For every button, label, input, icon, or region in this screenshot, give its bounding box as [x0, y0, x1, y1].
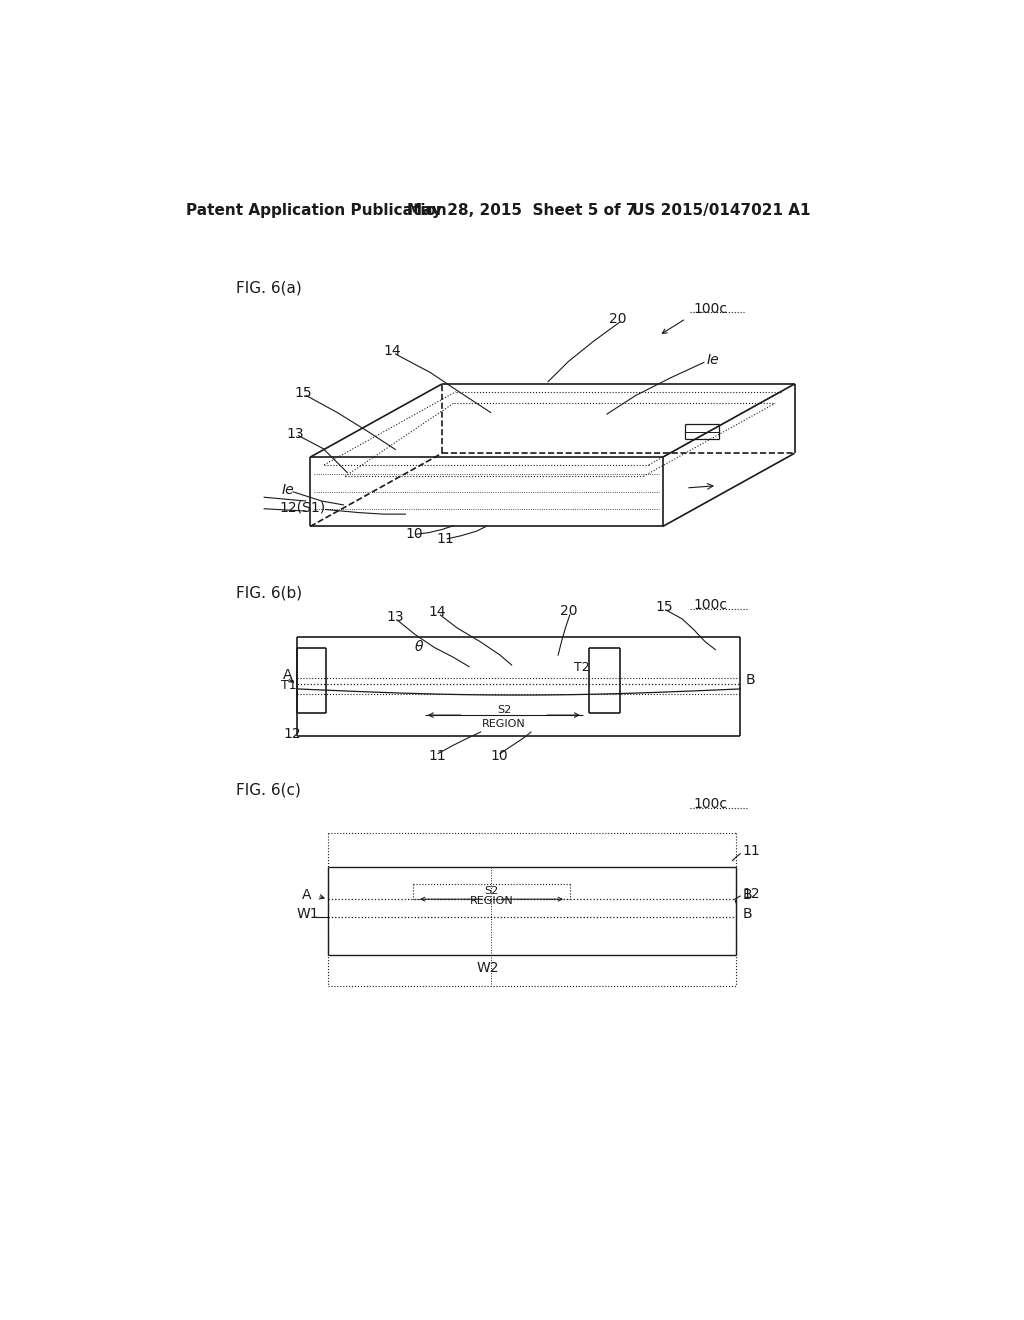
- Text: A: A: [302, 888, 312, 903]
- Text: Patent Application Publication: Patent Application Publication: [186, 203, 446, 218]
- Text: 13: 13: [386, 610, 403, 624]
- Text: 12: 12: [742, 887, 760, 900]
- Text: 100c: 100c: [693, 301, 728, 315]
- Text: 20: 20: [560, 605, 578, 618]
- Text: May 28, 2015  Sheet 5 of 7: May 28, 2015 Sheet 5 of 7: [407, 203, 637, 218]
- Text: T2: T2: [573, 661, 589, 675]
- Text: W1: W1: [297, 907, 319, 921]
- Text: 10: 10: [490, 748, 508, 763]
- Text: 100c: 100c: [693, 598, 728, 612]
- Text: 15: 15: [655, 601, 673, 614]
- Text: W2: W2: [476, 961, 499, 975]
- Text: A: A: [283, 668, 293, 682]
- Text: FIG. 6(a): FIG. 6(a): [237, 280, 302, 296]
- Text: 14: 14: [384, 345, 401, 358]
- Text: 14: 14: [429, 605, 446, 619]
- Text: S2: S2: [497, 705, 511, 715]
- Text: 100c: 100c: [693, 797, 728, 810]
- Text: 11: 11: [742, 845, 761, 858]
- Text: REGION: REGION: [482, 719, 525, 730]
- Text: FIG. 6(b): FIG. 6(b): [237, 586, 303, 601]
- Text: B: B: [745, 673, 756, 688]
- Text: 12: 12: [283, 727, 301, 742]
- Text: Ie: Ie: [707, 354, 719, 367]
- Text: B: B: [742, 888, 753, 903]
- Text: S2: S2: [484, 887, 499, 896]
- Text: Ie: Ie: [282, 483, 294, 496]
- Text: 15: 15: [295, 387, 312, 400]
- Text: 11: 11: [429, 748, 446, 763]
- Text: 10: 10: [406, 527, 423, 541]
- Text: 11: 11: [436, 532, 455, 545]
- Text: 20: 20: [608, 312, 626, 326]
- Text: 12(S1): 12(S1): [280, 500, 326, 515]
- Text: REGION: REGION: [470, 896, 513, 906]
- Text: 13: 13: [287, 428, 304, 441]
- Text: FIG. 6(c): FIG. 6(c): [237, 783, 301, 797]
- Text: US 2015/0147021 A1: US 2015/0147021 A1: [632, 203, 810, 218]
- Text: T1: T1: [282, 680, 297, 693]
- Text: θ: θ: [415, 640, 423, 655]
- Text: B: B: [742, 907, 753, 921]
